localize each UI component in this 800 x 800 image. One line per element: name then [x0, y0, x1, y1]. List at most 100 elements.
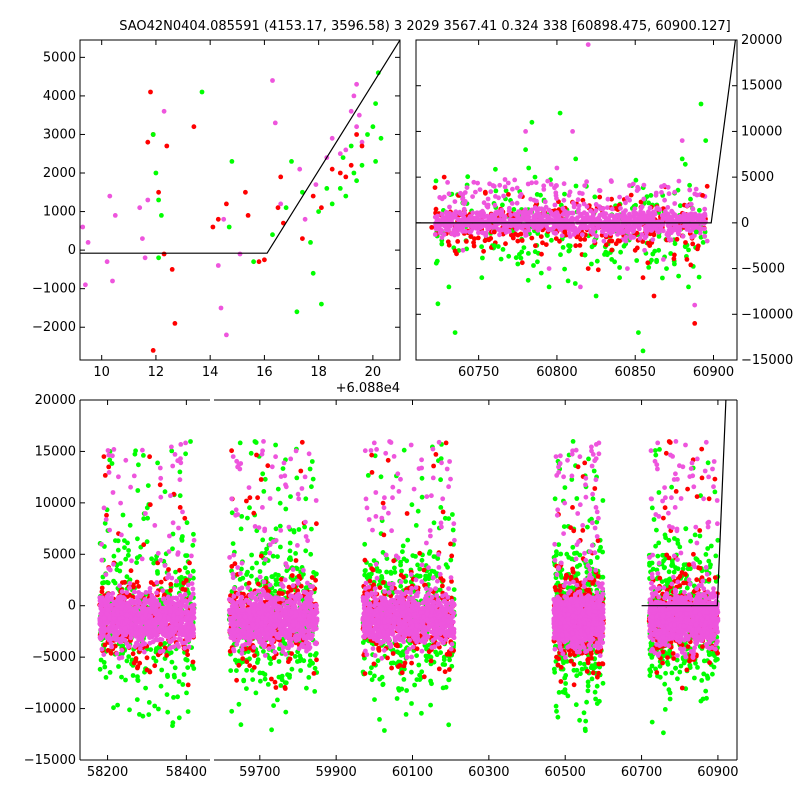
data-point-green	[253, 690, 259, 696]
data-point-magenta	[138, 620, 144, 626]
data-point-green	[188, 439, 193, 444]
data-point-green	[594, 258, 600, 264]
data-point-magenta	[579, 232, 585, 238]
data-point-magenta	[172, 635, 178, 641]
data-point-green	[340, 155, 346, 161]
data-point-red	[674, 236, 680, 242]
data-point-green	[151, 560, 157, 566]
data-point-magenta	[167, 603, 173, 609]
data-point-magenta	[688, 201, 694, 207]
data-point-magenta	[296, 636, 302, 642]
data-point-magenta	[702, 233, 707, 239]
data-point-magenta	[106, 452, 112, 458]
data-point-magenta	[104, 620, 110, 626]
data-point-green	[109, 461, 115, 466]
data-point-green	[155, 569, 160, 574]
data-point-magenta	[291, 628, 297, 634]
data-point-red	[289, 651, 294, 656]
y-tick-label: −15000	[741, 353, 793, 368]
data-point-magenta	[484, 203, 490, 209]
data-point-red	[256, 581, 261, 587]
data-point-magenta	[533, 180, 539, 186]
data-point-magenta	[256, 525, 262, 530]
data-point-red	[538, 234, 544, 240]
data-point-magenta	[303, 634, 309, 640]
data-point-green	[294, 475, 300, 481]
data-point-magenta	[127, 581, 133, 586]
data-point-magenta	[554, 210, 560, 215]
data-point-green	[582, 252, 588, 258]
data-point-green	[518, 255, 524, 261]
data-point-magenta	[567, 234, 573, 239]
data-point-magenta	[514, 185, 520, 191]
data-point-magenta	[702, 211, 708, 217]
data-point-magenta	[299, 643, 304, 649]
data-point-green	[254, 560, 259, 566]
data-point-magenta	[503, 224, 508, 230]
data-point-magenta	[704, 238, 710, 244]
data-point-magenta	[512, 211, 518, 217]
data-point-green	[261, 489, 267, 494]
data-point-green	[511, 207, 517, 212]
data-point-green	[668, 251, 674, 256]
data-point-red	[337, 170, 343, 176]
data-point-magenta	[168, 493, 173, 499]
data-point-green	[343, 193, 349, 199]
data-point-red	[137, 660, 143, 666]
data-point-green	[283, 680, 289, 686]
data-point-green	[479, 244, 484, 250]
data-point-magenta	[172, 452, 178, 457]
data-point-magenta	[660, 216, 666, 222]
data-point-magenta	[239, 560, 245, 566]
data-point-magenta	[178, 460, 184, 466]
data-point-red	[314, 521, 319, 527]
data-point-red	[343, 174, 349, 180]
data-point-green	[245, 515, 250, 521]
data-point-magenta	[469, 223, 475, 229]
data-point-magenta	[690, 226, 696, 232]
data-point-magenta	[309, 622, 314, 627]
data-point-magenta	[672, 189, 678, 195]
data-point-magenta	[117, 583, 122, 589]
data-point-red	[169, 267, 175, 272]
data-point-red	[258, 553, 264, 559]
data-point-magenta	[142, 255, 148, 261]
data-point-green	[308, 240, 313, 245]
data-point-magenta	[498, 212, 504, 218]
data-point-red	[247, 495, 253, 501]
data-point-magenta	[600, 206, 606, 211]
data-point-magenta	[607, 213, 613, 219]
data-point-magenta	[581, 216, 587, 222]
data-point-magenta	[270, 644, 276, 650]
data-point-magenta	[218, 305, 224, 311]
data-point-green	[546, 284, 552, 290]
data-point-magenta	[245, 625, 251, 630]
data-point-magenta	[609, 179, 614, 185]
data-point-magenta	[502, 214, 508, 220]
data-point-red	[609, 196, 614, 202]
data-point-green	[229, 708, 235, 714]
data-point-green	[677, 203, 683, 209]
data-point-green	[373, 101, 378, 106]
data-point-green	[354, 178, 359, 184]
data-point-magenta	[170, 463, 176, 469]
data-point-magenta	[278, 201, 284, 207]
data-point-magenta	[265, 592, 270, 598]
data-point-green	[373, 159, 378, 164]
data-point-red	[582, 237, 588, 242]
data-point-magenta	[303, 519, 308, 525]
data-point-green	[250, 677, 256, 682]
data-point-magenta	[235, 464, 241, 470]
data-point-magenta	[306, 628, 311, 633]
data-point-magenta	[148, 598, 154, 604]
data-point-magenta	[584, 179, 589, 185]
data-point-magenta	[282, 609, 288, 615]
data-point-magenta	[105, 607, 111, 613]
data-point-magenta	[650, 237, 656, 243]
data-point-red	[481, 248, 486, 254]
data-point-magenta	[547, 227, 553, 232]
data-point-green	[140, 713, 146, 719]
data-point-green	[126, 548, 131, 553]
data-point-magenta	[525, 181, 531, 187]
data-point-green	[236, 701, 242, 707]
